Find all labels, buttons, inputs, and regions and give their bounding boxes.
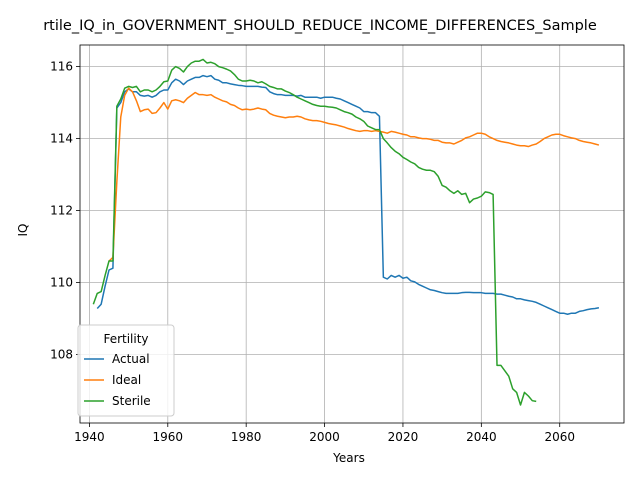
x-tick-label: 2020	[388, 430, 419, 444]
x-tick-label: 2000	[309, 430, 340, 444]
legend-label-actual: Actual	[112, 352, 150, 366]
chart-title: rtile_IQ_in_GOVERNMENT_SHOULD_REDUCE_INC…	[43, 18, 597, 34]
x-tick-label: 1960	[153, 430, 184, 444]
x-tick-label: 2060	[544, 430, 575, 444]
legend: Fertility Actual Ideal Sterile	[77, 324, 175, 417]
legend-label-ideal: Ideal	[112, 373, 141, 387]
x-tick-label: 2040	[466, 430, 497, 444]
series-line-ideal	[108, 87, 600, 262]
legend-title: Fertility	[103, 332, 148, 346]
series-line-sterile	[92, 58, 537, 406]
series-line-actual	[96, 74, 600, 316]
y-tick-label: 114	[50, 132, 73, 146]
y-tick-label: 110	[50, 276, 73, 290]
legend-entries: Actual Ideal Sterile	[84, 352, 151, 408]
legend-label-sterile: Sterile	[112, 394, 151, 408]
x-tick-label: 1940	[74, 430, 105, 444]
series-lines	[92, 58, 600, 406]
y-axis-label: IQ	[16, 224, 30, 237]
y-tick-label: 116	[50, 60, 73, 74]
x-axis-label: Years	[332, 451, 365, 465]
y-tick-label: 108	[50, 348, 73, 362]
y-tick-label: 112	[50, 204, 73, 218]
legend-box	[77, 324, 175, 417]
plot-frame	[79, 44, 625, 424]
x-tick-label: 1980	[231, 430, 262, 444]
y-axis: 108 110 112 114 116	[50, 60, 80, 362]
x-axis: 1940 1960 1980 2000 2020 2040 2060	[74, 423, 575, 444]
